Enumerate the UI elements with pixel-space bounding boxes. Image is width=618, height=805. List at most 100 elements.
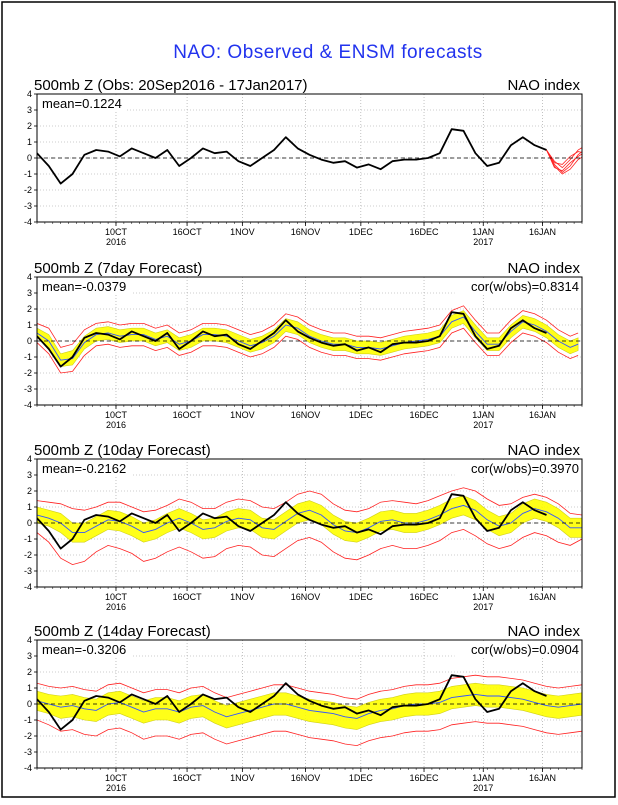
y-tick-label: -1 [24, 169, 32, 179]
x-tick-label: 10CT [105, 773, 128, 783]
plot-area [37, 487, 582, 566]
panel-title: 500mb Z (14day Forecast) [34, 623, 211, 640]
y-tick-label: 1 [27, 137, 32, 147]
correlation-label: cor(w/obs)=0.3970 [471, 461, 579, 476]
y-tick-label: -3 [24, 201, 32, 211]
x-tick-year-label: 2016 [106, 237, 126, 247]
ensemble-envelope-lower [37, 327, 579, 374]
x-tick-label: 16JAN [529, 410, 556, 420]
x-tick-label: 16JAN [529, 227, 556, 237]
ensemble-spread-band [37, 310, 579, 367]
x-tick-label: 16DEC [410, 227, 440, 237]
y-tick-label: 2 [27, 486, 32, 496]
y-tick-label: 3 [27, 470, 32, 480]
panel-4: 500mb Z (14day Forecast) NAO index 4 3 2 1 0 -1… [24, 623, 583, 793]
correlation-label: cor(w/obs)=0.8314 [471, 279, 579, 294]
y-tick-label: 0 [27, 153, 32, 163]
y-tick-label: 0 [27, 518, 32, 528]
panel-index-label: NAO index [507, 77, 580, 94]
main-title: NAO: Observed & ENSM forecasts [173, 42, 483, 63]
x-tick-label: 16JAN [529, 773, 556, 783]
y-tick-label: -2 [24, 185, 32, 195]
y-tick-label: 0 [27, 699, 32, 709]
mean-label: mean=-0.3206 [42, 642, 126, 657]
x-tick-label: 16DEC [410, 410, 440, 420]
x-tick-label: 1NOV [230, 773, 255, 783]
x-tick-label: 1JAN [472, 592, 494, 602]
panel-index-label: NAO index [507, 260, 580, 277]
y-tick-label: 3 [27, 105, 32, 115]
observed-nao-line [37, 128, 547, 185]
y-tick-label: 1 [27, 320, 32, 330]
y-tick-label: -1 [24, 352, 32, 362]
correlation-label-bg [454, 642, 581, 657]
y-tick-label: -2 [24, 731, 32, 741]
ensemble-envelope-lower [37, 719, 582, 747]
panel-index-label: NAO index [507, 442, 580, 459]
y-tick-label: -3 [24, 747, 32, 757]
x-tick-label: 16OCT [173, 592, 203, 602]
ensemble-envelope-upper [37, 674, 582, 700]
panel-1: 500mb Z (Obs: 20Sep2016 - 17Jan2017) NAO … [24, 77, 583, 247]
ensemble-member-line [546, 147, 582, 169]
y-tick-label: -2 [24, 550, 32, 560]
plot-area [37, 128, 582, 185]
y-tick-label: 4 [27, 89, 32, 99]
plot-area [37, 674, 582, 747]
y-tick-label: 0 [27, 336, 32, 346]
ensemble-member-line [546, 149, 582, 173]
correlation-label: cor(w/obs)=0.0904 [471, 642, 579, 657]
y-tick-label: 1 [27, 683, 32, 693]
y-tick-label: -4 [24, 582, 32, 592]
x-tick-year-label: 2017 [473, 602, 493, 612]
x-tick-label: 16JAN [529, 592, 556, 602]
x-tick-label: 16OCT [173, 773, 203, 783]
y-tick-label: -4 [24, 763, 32, 773]
y-tick-label: -3 [24, 384, 32, 394]
panel-title: 500mb Z (10day Forecast) [34, 442, 211, 459]
plot-area [37, 305, 582, 374]
correlation-label-bg [454, 279, 581, 294]
x-tick-year-label: 2017 [473, 783, 493, 793]
x-tick-label: 16NOV [291, 410, 321, 420]
y-tick-label: 2 [27, 667, 32, 677]
panel-title: 500mb Z (Obs: 20Sep2016 - 17Jan2017) [34, 77, 308, 94]
x-tick-label: 1NOV [230, 227, 255, 237]
x-tick-label: 10CT [105, 592, 128, 602]
y-tick-label: 3 [27, 288, 32, 298]
observed-nao-line [37, 493, 547, 550]
panel-title: 500mb Z (7day Forecast) [34, 260, 202, 277]
y-tick-label: 4 [27, 272, 32, 282]
y-tick-label: -4 [24, 400, 32, 410]
mean-label: mean=-0.0379 [42, 279, 126, 294]
x-tick-label: 1DEC [349, 410, 374, 420]
x-tick-label: 16NOV [291, 773, 321, 783]
y-tick-label: -4 [24, 217, 32, 227]
x-tick-label: 16DEC [410, 592, 440, 602]
x-tick-year-label: 2016 [106, 420, 126, 430]
x-tick-label: 1DEC [349, 773, 374, 783]
y-tick-label: 4 [27, 635, 32, 645]
mean-label-bg [40, 642, 133, 657]
y-tick-label: -1 [24, 534, 32, 544]
x-tick-label: 1JAN [472, 773, 494, 783]
x-tick-year-label: 2016 [106, 602, 126, 612]
mean-label: mean=0.1224 [42, 96, 122, 111]
panel-2: 500mb Z (7day Forecast) NAO index 4 3 2 1 0 -1 -… [24, 260, 583, 430]
x-tick-label: 1JAN [472, 410, 494, 420]
x-tick-year-label: 2017 [473, 420, 493, 430]
ensemble-member-line [546, 149, 582, 165]
x-tick-label: 1DEC [349, 592, 374, 602]
y-tick-label: 2 [27, 304, 32, 314]
grid [37, 94, 582, 222]
x-tick-label: 16DEC [410, 773, 440, 783]
x-tick-label: 1DEC [349, 227, 374, 237]
y-tick-label: 4 [27, 454, 32, 464]
mean-label-bg [40, 96, 126, 111]
panel-3: 500mb Z (10day Forecast) NAO index 4 3 2 1 0 -1… [24, 442, 583, 612]
y-tick-label: -2 [24, 368, 32, 378]
x-tick-label: 10CT [105, 227, 128, 237]
